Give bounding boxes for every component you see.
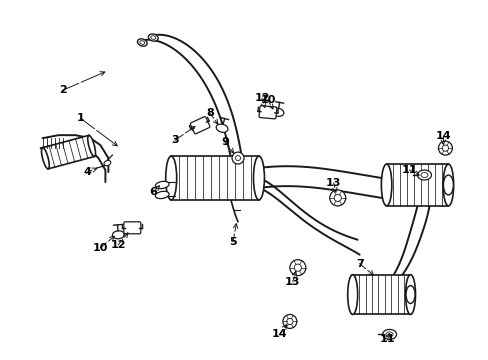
Text: 8: 8 — [206, 108, 214, 118]
FancyBboxPatch shape — [259, 106, 276, 119]
Text: 2: 2 — [59, 85, 66, 95]
Ellipse shape — [148, 34, 158, 41]
Ellipse shape — [405, 275, 415, 315]
Circle shape — [294, 264, 301, 271]
Text: 11: 11 — [401, 165, 416, 175]
Ellipse shape — [382, 329, 396, 339]
Bar — [171, 156, 259, 200]
Text: 9: 9 — [221, 137, 228, 147]
Ellipse shape — [381, 164, 391, 206]
Circle shape — [286, 318, 292, 325]
Text: 10: 10 — [260, 95, 275, 105]
Ellipse shape — [87, 135, 95, 157]
Circle shape — [283, 315, 296, 328]
Circle shape — [333, 194, 341, 202]
Ellipse shape — [112, 231, 124, 239]
Text: 1: 1 — [77, 113, 84, 123]
Ellipse shape — [417, 170, 430, 180]
Ellipse shape — [420, 172, 427, 177]
Ellipse shape — [155, 191, 169, 199]
Text: 6: 6 — [149, 187, 157, 197]
Ellipse shape — [386, 332, 392, 337]
Circle shape — [289, 260, 305, 276]
Ellipse shape — [253, 156, 264, 200]
Ellipse shape — [271, 108, 283, 116]
Ellipse shape — [155, 181, 169, 189]
Ellipse shape — [165, 156, 176, 200]
Text: 11: 11 — [379, 334, 394, 345]
FancyBboxPatch shape — [190, 117, 209, 134]
Bar — [42, 135, 94, 169]
Text: 5: 5 — [229, 237, 236, 247]
Ellipse shape — [443, 175, 452, 195]
Ellipse shape — [442, 164, 453, 206]
Circle shape — [329, 190, 345, 206]
Text: 4: 4 — [83, 167, 91, 177]
Ellipse shape — [405, 285, 414, 303]
Circle shape — [441, 145, 447, 151]
Circle shape — [232, 152, 244, 164]
Ellipse shape — [140, 41, 144, 44]
Bar — [386, 164, 447, 206]
Ellipse shape — [41, 148, 49, 169]
Ellipse shape — [150, 36, 155, 39]
Text: 10: 10 — [93, 243, 108, 253]
Text: 3: 3 — [171, 135, 179, 145]
Circle shape — [438, 141, 451, 155]
Text: 14: 14 — [271, 329, 287, 339]
Ellipse shape — [347, 275, 357, 315]
Text: 14: 14 — [435, 131, 450, 141]
Ellipse shape — [216, 124, 227, 132]
Ellipse shape — [104, 161, 111, 166]
Bar — [352, 275, 410, 315]
Circle shape — [235, 156, 240, 161]
Ellipse shape — [137, 39, 147, 46]
FancyBboxPatch shape — [123, 222, 141, 234]
Text: 13: 13 — [325, 178, 341, 188]
Text: 7: 7 — [355, 259, 363, 269]
Text: 12: 12 — [110, 240, 126, 250]
Text: 12: 12 — [254, 93, 269, 103]
Text: 13: 13 — [285, 276, 300, 287]
